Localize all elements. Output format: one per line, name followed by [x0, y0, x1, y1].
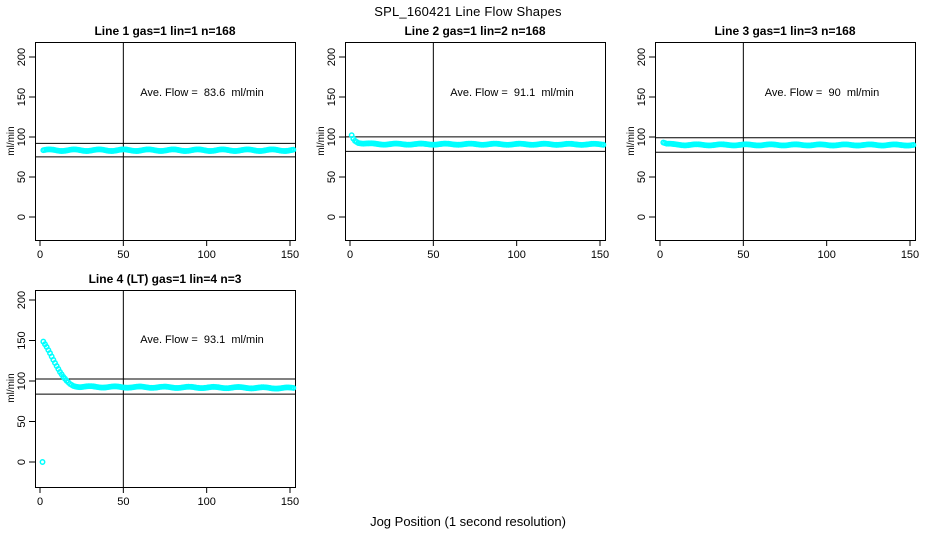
y-tick-label: 100 [326, 128, 338, 146]
y-tick-label: 0 [16, 459, 28, 465]
y-tick-label: 200 [326, 48, 338, 66]
x-tick-label: 100 [197, 249, 215, 261]
data-point [600, 141, 607, 148]
y-tick-label: 100 [16, 128, 28, 146]
y-tick-label: 0 [326, 214, 338, 220]
plot-box [35, 42, 296, 241]
y-tick-label: 150 [16, 88, 28, 106]
y-tick-label: 200 [16, 291, 28, 309]
y-tick-label: 150 [326, 88, 338, 106]
y-tick-label: 0 [636, 214, 648, 220]
y-tick-label: 50 [326, 171, 338, 183]
x-tick-label: 50 [427, 249, 439, 261]
subplot-1-title: Line 1 gas=1 lin=1 n=168 [94, 24, 236, 38]
y-tick-label: 50 [16, 415, 28, 427]
x-tick-label: 50 [117, 249, 129, 261]
x-tick-label: 0 [657, 249, 663, 261]
data-point [290, 146, 297, 153]
y-tick-label: 100 [16, 372, 28, 390]
x-tick-label: 0 [37, 249, 43, 261]
x-tick-label: 50 [737, 249, 749, 261]
y-tick-label: 50 [636, 171, 648, 183]
y-tick-label: 100 [636, 128, 648, 146]
plot-box [345, 42, 606, 241]
y-tick-label: 150 [636, 88, 648, 106]
data-point [290, 385, 297, 391]
subplot-2-ylabel: ml/min [316, 126, 327, 156]
plot-box [655, 42, 916, 241]
y-tick-label: 200 [636, 48, 648, 66]
y-tick-label: 0 [16, 214, 28, 220]
subplot-4-annotation: Ave. Flow = 93.1 ml/min [140, 334, 264, 346]
x-tick-label: 0 [347, 249, 353, 261]
x-tick-label: 150 [281, 249, 299, 261]
x-tick-label: 100 [507, 249, 525, 261]
subplot-1-ylabel: ml/min [6, 126, 17, 156]
subplot-1-annotation: Ave. Flow = 83.6 ml/min [140, 87, 264, 99]
subplot-2-annotation: Ave. Flow = 91.1 ml/min [450, 87, 574, 99]
subplot-3-annotation: Ave. Flow = 90 ml/min [764, 87, 880, 99]
data-point [910, 142, 917, 148]
subplot-4-ylabel: ml/min [6, 373, 17, 403]
x-axis-label: Jog Position (1 second resolution) [370, 514, 566, 529]
y-tick-label: 150 [16, 331, 28, 349]
x-tick-label: 50 [117, 496, 129, 508]
x-tick-label: 150 [281, 496, 299, 508]
x-tick-label: 0 [37, 496, 43, 508]
data-point [39, 459, 46, 465]
main-title: SPL_160421 Line Flow Shapes [374, 4, 562, 19]
subplot-2-title: Line 2 gas=1 lin=2 n=168 [404, 24, 546, 38]
x-tick-label: 100 [817, 249, 835, 261]
subplot-4-title: Line 4 (LT) gas=1 lin=4 n=3 [88, 272, 242, 286]
x-tick-label: 150 [591, 249, 609, 261]
subplot-3-ylabel: ml/min [626, 126, 637, 156]
y-tick-label: 50 [16, 171, 28, 183]
y-tick-label: 200 [16, 48, 28, 66]
x-tick-label: 150 [901, 249, 919, 261]
subplot-3-title: Line 3 gas=1 lin=3 n=168 [714, 24, 856, 38]
x-tick-label: 100 [197, 496, 215, 508]
